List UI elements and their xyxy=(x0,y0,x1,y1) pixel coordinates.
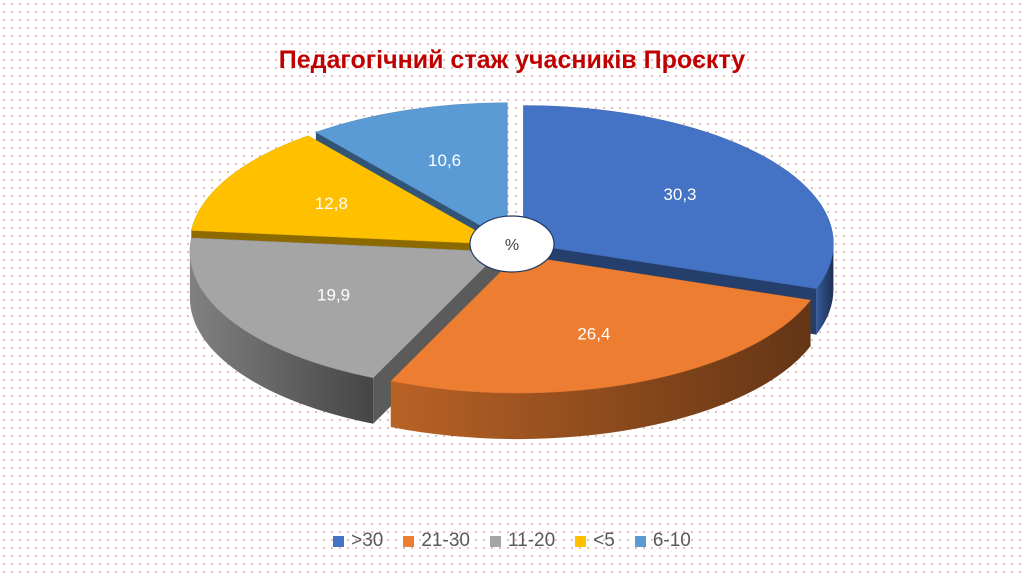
legend-label: 21-30 xyxy=(421,530,470,551)
slice-outer-wall xyxy=(390,300,811,440)
legend-item: 21-30 xyxy=(403,530,470,552)
legend-swatch xyxy=(634,535,646,547)
legend-label: 11-20 xyxy=(507,530,556,551)
pie-slice-21-30 xyxy=(390,254,811,394)
legend-label: <5 xyxy=(593,530,615,551)
chart-title: Педагогічний стаж учасників Проєкту xyxy=(278,46,746,74)
data-label: 12,8 xyxy=(315,194,348,213)
legend-swatch xyxy=(403,535,415,547)
legend-label: 6-10 xyxy=(652,530,691,551)
chart-legend: >30 21-30 11-20 <5 6-10 xyxy=(0,530,1024,552)
legend-swatch xyxy=(575,535,587,547)
slice-outer-wall xyxy=(189,251,374,424)
legend-label: >30 xyxy=(351,530,384,551)
legend-swatch xyxy=(489,535,501,547)
legend-item: >30 xyxy=(333,530,383,552)
data-label: 26,4 xyxy=(577,325,610,344)
legend-item: 6-10 xyxy=(634,530,691,552)
pie-slice-6-10 xyxy=(315,102,508,242)
pie-slice-<5 xyxy=(190,135,500,245)
data-label: 19,9 xyxy=(317,286,350,305)
pie-slice-11-20 xyxy=(189,237,501,379)
center-label: % xyxy=(505,237,519,254)
center-badge xyxy=(469,215,555,273)
legend-item: <5 xyxy=(575,530,615,552)
data-label: 30,3 xyxy=(663,185,696,204)
data-label: 10,6 xyxy=(428,151,461,170)
legend-item: 11-20 xyxy=(489,530,556,552)
pie-slice->30 xyxy=(523,105,834,289)
legend-swatch xyxy=(333,535,345,547)
slice-outer-wall xyxy=(816,243,834,335)
